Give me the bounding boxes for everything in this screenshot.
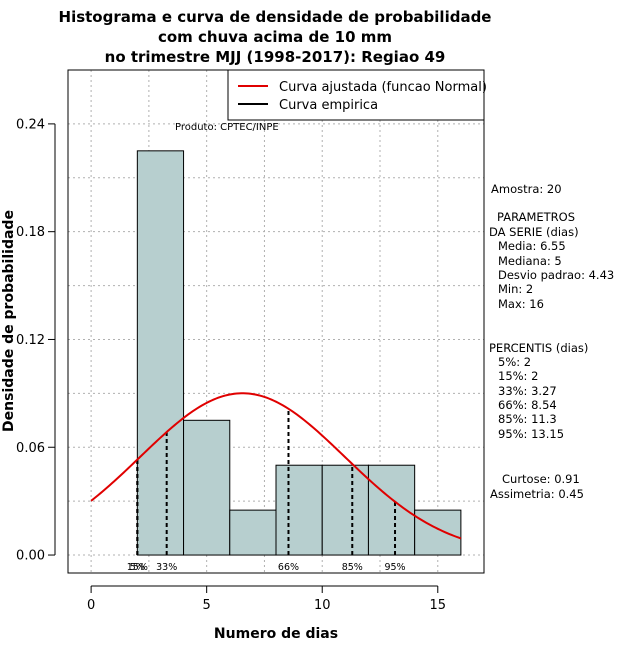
curve-layer (90, 392, 462, 540)
percentile-label-2: 33% (156, 562, 177, 573)
side-p5: 5%: 2 (498, 355, 531, 369)
side-max: Max: 16 (498, 297, 544, 311)
side-curtose: Curtose: 0.91 (502, 472, 580, 486)
side-p85: 85%: 11.3 (498, 412, 557, 426)
side-p15: 15%: 2 (498, 369, 538, 383)
legend-box (227, 69, 485, 121)
legend-label-normal: Curva ajustada (funcao Normal) (279, 80, 487, 95)
side-p33: 33%: 3.27 (498, 384, 557, 398)
normal-fit-curve (90, 392, 462, 540)
histogram-bar-1 (183, 419, 231, 556)
percentile-label-3: 66% (278, 562, 299, 573)
x-tick-label-3: 15 (430, 598, 447, 613)
credit-text: Produto: CPTEC/INPE (175, 122, 279, 133)
side-parametros-title-2: DA SERIE (dias) (489, 225, 579, 239)
side-desvio: Desvio padrao: 4.43 (498, 268, 614, 282)
side-panel: Amostra: 20 PARAMETROS DA SERIE (dias) M… (489, 182, 614, 501)
side-amostra: Amostra: 20 (491, 182, 562, 196)
bars-layer (136, 150, 462, 556)
axes-layer: 0 5 10 15 0.00 0.06 0.12 0.18 0.24 (16, 117, 446, 613)
x-axis-title: Numero de dias (214, 626, 338, 642)
histogram-bar-4 (321, 464, 369, 556)
x-tick-label-0: 0 (87, 598, 95, 613)
x-tick-label-2: 10 (314, 598, 331, 613)
chart-title-line-2: com chuva acima de 10 mm (158, 28, 392, 46)
legend: Curva ajustada (funcao Normal) Curva emp… (227, 69, 487, 121)
side-media: Media: 6.55 (498, 239, 566, 253)
histogram-bar-0 (136, 150, 185, 556)
percentile-label-1: 15% (127, 562, 148, 573)
side-percentis-title: PERCENTIS (dias) (489, 341, 588, 355)
side-mediana: Mediana: 5 (498, 254, 562, 268)
side-parametros-title-1: PARAMETROS (497, 210, 575, 224)
side-p66: 66%: 8.54 (498, 398, 557, 412)
side-p95: 95%: 13.15 (498, 427, 564, 441)
y-axis-title: Densidade de probabilidade (1, 210, 17, 432)
percentile-label-0: 5% (130, 562, 145, 573)
y-tick-label-3: 0.18 (16, 225, 45, 240)
x-tick-label-1: 5 (203, 598, 211, 613)
y-tick-label-0: 0.00 (16, 549, 45, 564)
histogram-bar-2 (229, 509, 277, 556)
y-tick-label-4: 0.24 (16, 117, 45, 132)
y-tick-label-2: 0.12 (16, 333, 45, 348)
percentile-lines-layer: 5%15% 33% 66% 85% 95% (127, 408, 406, 573)
chart-title-line-1: Histograma e curva de densidade de proba… (59, 8, 492, 26)
legend-label-empirica: Curva empirica (279, 98, 378, 113)
histogram-bar-6 (414, 509, 462, 556)
side-assimetria: Assimetria: 0.45 (490, 487, 584, 501)
histogram-bar-3 (275, 464, 323, 556)
percentile-label-5: 95% (384, 562, 405, 573)
y-tick-label-1: 0.06 (16, 441, 45, 456)
percentile-label-4: 85% (342, 562, 363, 573)
side-min: Min: 2 (498, 282, 533, 296)
chart-title-line-3: no trimestre MJJ (1998-2017): Regiao 49 (105, 48, 446, 66)
